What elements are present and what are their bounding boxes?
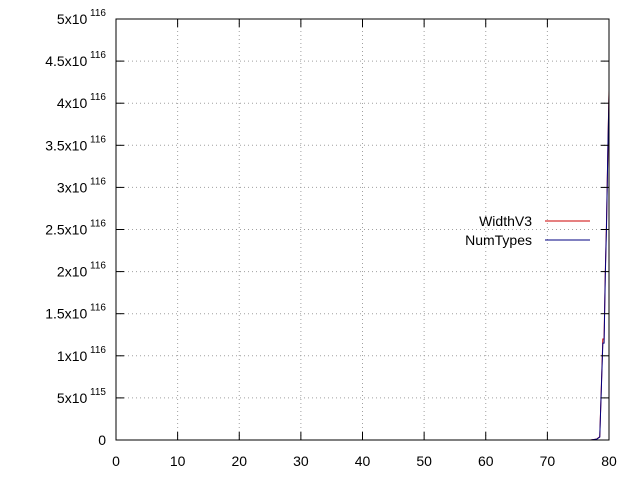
legend-label-widthv3: WidthV3: [479, 213, 532, 229]
x-tick-label: 0: [112, 453, 120, 469]
legend-label-numtypes: NumTypes: [465, 232, 532, 248]
axis-ticks: 0 10 20 30 40 50 60 70 80 0 5x10 115 1x10 116 1.5x10…: [45, 8, 617, 469]
y-tick-label: 4.5x10 116: [45, 50, 106, 69]
y-tick-label: 3x10 116: [57, 176, 107, 195]
y-tick-label: 1.5x10 116: [45, 303, 106, 322]
y-tick-label: 4x10 116: [57, 92, 107, 111]
y-tick-label: 2x10 116: [57, 261, 107, 280]
y-tick-label: 1x10 116: [57, 345, 107, 364]
x-tick-label: 80: [601, 453, 617, 469]
legend: WidthV3 NumTypes: [465, 213, 590, 248]
y-tick-label: 2.5x10 116: [45, 219, 106, 238]
grid: [116, 19, 609, 440]
x-tick-label: 20: [231, 453, 247, 469]
y-tick-label: 5x10 115: [57, 387, 107, 406]
x-tick-label: 70: [540, 453, 556, 469]
x-tick-label: 10: [170, 453, 186, 469]
y-tick-label: 5x10 116: [57, 8, 107, 27]
y-tick-label: 0: [98, 432, 106, 448]
plot-frame: [115, 18, 610, 441]
x-tick-label: 30: [293, 453, 309, 469]
x-tick-label: 40: [355, 453, 371, 469]
y-tick-label: 3.5x10 116: [45, 134, 106, 153]
x-tick-label: 50: [416, 453, 432, 469]
x-tick-label: 60: [478, 453, 494, 469]
